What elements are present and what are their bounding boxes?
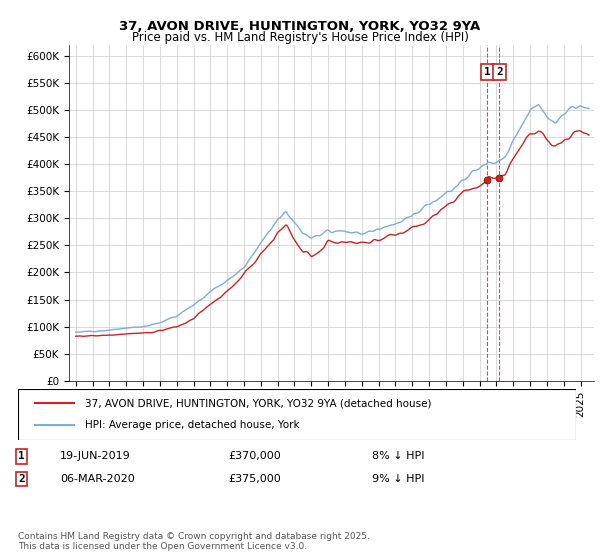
Text: Contains HM Land Registry data © Crown copyright and database right 2025.
This d: Contains HM Land Registry data © Crown c… — [18, 532, 370, 552]
Text: 19-JUN-2019: 19-JUN-2019 — [60, 451, 131, 461]
FancyBboxPatch shape — [18, 389, 576, 440]
Text: 1: 1 — [484, 67, 491, 77]
Text: 2: 2 — [496, 67, 503, 77]
Text: £370,000: £370,000 — [228, 451, 281, 461]
Text: Price paid vs. HM Land Registry's House Price Index (HPI): Price paid vs. HM Land Registry's House … — [131, 31, 469, 44]
Text: HPI: Average price, detached house, York: HPI: Average price, detached house, York — [85, 421, 299, 431]
Text: £375,000: £375,000 — [228, 474, 281, 484]
Text: 1: 1 — [18, 451, 25, 461]
Text: 9% ↓ HPI: 9% ↓ HPI — [372, 474, 425, 484]
Text: 2: 2 — [18, 474, 25, 484]
Text: 06-MAR-2020: 06-MAR-2020 — [60, 474, 135, 484]
Text: 8% ↓ HPI: 8% ↓ HPI — [372, 451, 425, 461]
Text: 37, AVON DRIVE, HUNTINGTON, YORK, YO32 9YA: 37, AVON DRIVE, HUNTINGTON, YORK, YO32 9… — [119, 20, 481, 32]
Text: 37, AVON DRIVE, HUNTINGTON, YORK, YO32 9YA (detached house): 37, AVON DRIVE, HUNTINGTON, YORK, YO32 9… — [85, 398, 431, 408]
